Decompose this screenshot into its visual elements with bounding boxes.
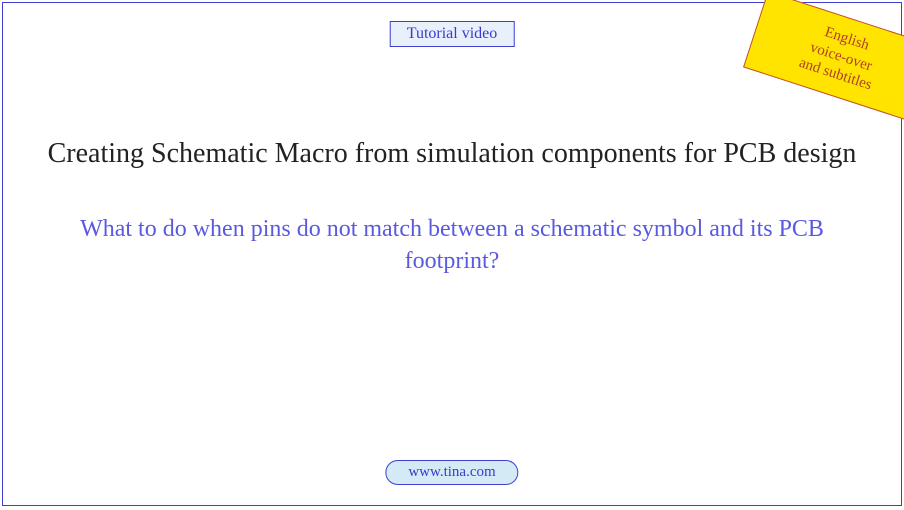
url-text: www.tina.com xyxy=(408,464,495,480)
slide-container: Tutorial video English voice-over and su… xyxy=(2,2,902,506)
language-ribbon: English voice-over and subtitles xyxy=(743,0,904,123)
main-title: Creating Schematic Macro from simulation… xyxy=(3,138,901,170)
url-pill[interactable]: www.tina.com xyxy=(385,460,518,485)
tutorial-badge: Tutorial video xyxy=(390,21,515,47)
tutorial-badge-text: Tutorial video xyxy=(407,25,498,42)
subtitle: What to do when pins do not match betwee… xyxy=(3,213,901,278)
